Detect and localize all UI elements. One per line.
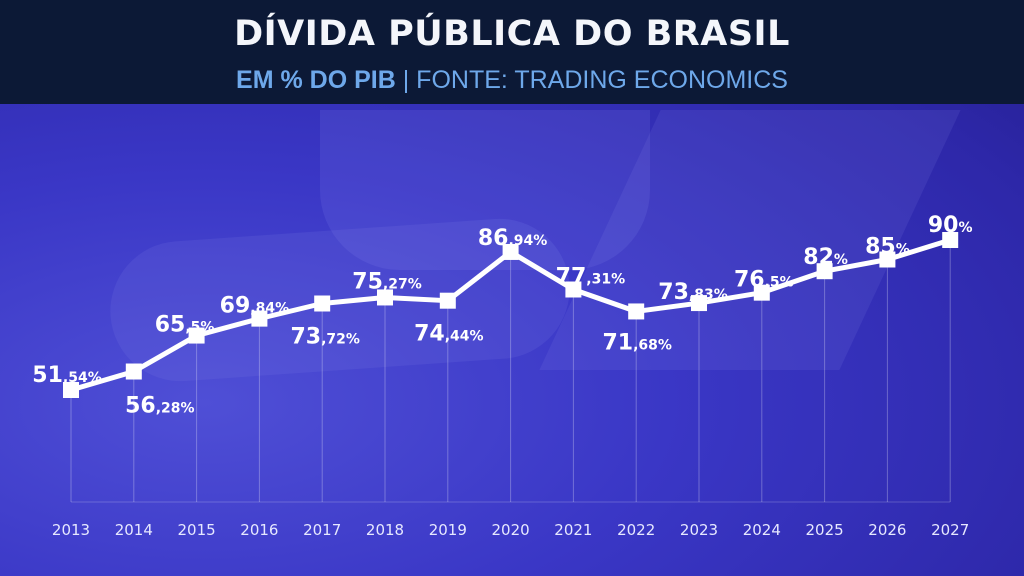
data-label-decimal: % (896, 242, 910, 258)
page-title: DÍVIDA PÚBLICA DO BRASIL (234, 14, 790, 54)
data-point-marker (377, 289, 393, 306)
data-label: 90% (928, 213, 973, 238)
data-label: 76,5% (734, 268, 794, 293)
data-point-marker (188, 327, 205, 344)
subtitle-source: FONTE: TRADING ECONOMICS (416, 66, 788, 94)
data-label: 73,83% (658, 280, 727, 305)
data-point-marker (314, 295, 331, 312)
x-tick-label: 2026 (868, 521, 906, 539)
data-label: 85% (865, 235, 910, 260)
data-point-marker (879, 251, 896, 268)
data-label-decimal: ,44% (445, 329, 484, 345)
data-label-decimal: ,54% (63, 370, 102, 386)
data-label-decimal: ,72% (321, 331, 360, 347)
x-tick-label: 2013 (52, 521, 90, 539)
data-point-marker (753, 284, 770, 301)
x-tick-label: 2020 (492, 521, 530, 539)
data-label: 75,27% (352, 269, 421, 294)
data-label-decimal: ,27% (383, 276, 422, 292)
data-label-integer: 56 (125, 394, 156, 419)
subtitle-separator: | (395, 66, 417, 94)
data-label: 74,44% (414, 322, 483, 347)
data-label-decimal: ,5% (765, 275, 794, 291)
data-label-integer: 86 (478, 226, 509, 251)
data-label: 86,94% (478, 226, 547, 251)
x-tick-label: 2017 (303, 521, 341, 539)
data-label-integer: 90 (928, 213, 959, 238)
data-label-integer: 82 (803, 245, 834, 270)
data-point-marker (628, 303, 645, 320)
data-label-integer: 76 (734, 268, 765, 293)
data-point-marker (125, 363, 142, 380)
data-label-decimal: % (958, 220, 972, 236)
data-point-marker (502, 243, 519, 260)
data-label-integer: 51 (32, 363, 63, 388)
x-tick-label: 2022 (617, 521, 655, 539)
x-tick-label: 2018 (366, 521, 404, 539)
data-point-marker (942, 232, 959, 249)
data-label-integer: 73 (290, 324, 321, 349)
data-label: 65,5% (155, 313, 215, 338)
data-label-integer: 65 (155, 313, 186, 338)
x-tick-label: 2025 (806, 521, 844, 539)
data-label-decimal: ,31% (586, 271, 625, 287)
data-point-marker (251, 310, 268, 327)
x-tick-label: 2014 (115, 521, 153, 539)
data-label-decimal: ,68% (633, 337, 672, 353)
data-point-marker (816, 263, 833, 280)
header: DÍVIDA PÚBLICA DO BRASIL EM % DO PIB | F… (0, 0, 1024, 104)
data-point-marker (565, 281, 582, 298)
data-point-marker (63, 382, 79, 398)
subtitle-unit: EM % DO PIB (236, 66, 396, 94)
x-tick-label: 2023 (680, 521, 718, 539)
data-label-decimal: ,84% (250, 301, 289, 317)
x-tick-label: 2016 (240, 521, 278, 539)
data-label: 73,72% (290, 324, 359, 349)
background-shape (320, 110, 650, 270)
data-label: 77,31% (556, 264, 625, 289)
data-label-integer: 85 (865, 235, 896, 260)
x-tick-label: 2019 (429, 521, 467, 539)
data-label: 82% (803, 245, 848, 270)
data-label-integer: 73 (658, 280, 689, 305)
data-point-marker (691, 295, 707, 312)
data-point-marker (439, 292, 456, 309)
data-label: 69,84% (220, 294, 289, 319)
x-tick-label: 2015 (178, 521, 216, 539)
subtitle: EM % DO PIB | FONTE: TRADING ECONOMICS (0, 66, 1024, 95)
data-label-decimal: ,28% (156, 401, 195, 417)
data-label-integer: 71 (602, 330, 633, 355)
data-label-decimal: % (834, 252, 848, 268)
data-label-integer: 75 (352, 269, 383, 294)
data-label-integer: 77 (556, 264, 587, 289)
data-label-decimal: ,83% (689, 287, 728, 303)
data-label: 71,68% (602, 330, 671, 355)
x-tick-label: 2021 (554, 521, 592, 539)
data-label-decimal: ,5% (185, 320, 214, 336)
x-tick-label: 2024 (743, 521, 781, 539)
data-label-decimal: ,94% (508, 233, 547, 249)
x-tick-label: 2027 (931, 521, 969, 539)
data-label: 51,54% (32, 363, 101, 388)
data-label-integer: 74 (414, 322, 445, 347)
data-label-integer: 69 (220, 294, 251, 319)
data-label: 56,28% (125, 394, 194, 419)
